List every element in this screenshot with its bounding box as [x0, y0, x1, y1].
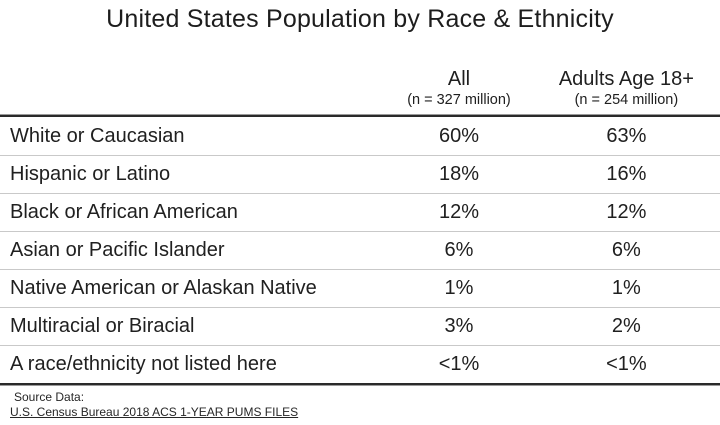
row-value-adults: 12%	[606, 201, 647, 223]
table-row: Native American or Alaskan Native 1% 1%	[0, 269, 720, 307]
row-value-all: 12%	[438, 201, 479, 223]
table-row: White or Caucasian 60% 63%	[0, 117, 720, 155]
row-value-adults: 1%	[611, 277, 641, 299]
column-header-all: All (n = 327 million)	[385, 67, 533, 109]
source-label: Source Data:	[14, 390, 85, 404]
column-header-all-label: All	[447, 68, 471, 90]
table-top-rule	[0, 114, 720, 117]
table-row: Hispanic or Latino 18% 16%	[0, 155, 720, 193]
figure-title: United States Population by Race & Ethni…	[106, 5, 614, 33]
row-value-adults: 6%	[611, 239, 641, 261]
table-row: Asian or Pacific Islander 6% 6%	[0, 231, 720, 269]
row-value-all: 3%	[444, 315, 474, 337]
row-value-all: 60%	[438, 124, 479, 147]
row-value-all: 6%	[444, 239, 474, 261]
row-value-adults: 63%	[606, 124, 647, 147]
source-citation: U.S. Census Bureau 2018 ACS 1-YEAR PUMS …	[10, 405, 299, 419]
row-label: Asian or Pacific Islander	[10, 239, 225, 261]
row-label: Black or African American	[10, 201, 238, 223]
row-value-all: 18%	[438, 163, 479, 185]
column-header-adults: Adults Age 18+ (n = 254 million)	[533, 67, 720, 109]
column-header-adults-sublabel: (n = 254 million)	[574, 92, 679, 108]
table-bottom-rule	[0, 383, 720, 386]
row-value-all: 1%	[444, 277, 474, 299]
row-value-adults: <1%	[606, 353, 647, 375]
row-value-adults: 2%	[611, 315, 641, 337]
row-value-adults: 16%	[606, 163, 647, 185]
row-label: Multiracial or Biracial	[10, 315, 195, 337]
table-row: A race/ethnicity not listed here <1% <1%	[0, 345, 720, 383]
column-header-adults-label: Adults Age 18+	[558, 68, 694, 90]
column-header-all-sublabel: (n = 327 million)	[407, 92, 511, 108]
row-label: Hispanic or Latino	[10, 163, 171, 185]
row-label: A race/ethnicity not listed here	[10, 353, 277, 375]
table-header-row: All (n = 327 million) Adults Age 18+ (n …	[0, 34, 720, 114]
table-row: Multiracial or Biracial 3% 2%	[0, 307, 720, 345]
row-label: Native American or Alaskan Native	[10, 277, 317, 299]
row-label: White or Caucasian	[10, 124, 185, 147]
source-note: Source Data: U.S. Census Bureau 2018 ACS…	[0, 390, 720, 420]
table-body: White or Caucasian 60% 63% Hispanic or L…	[0, 117, 720, 383]
table-row: Black or African American 12% 12%	[0, 193, 720, 231]
row-value-all: <1%	[438, 353, 480, 375]
